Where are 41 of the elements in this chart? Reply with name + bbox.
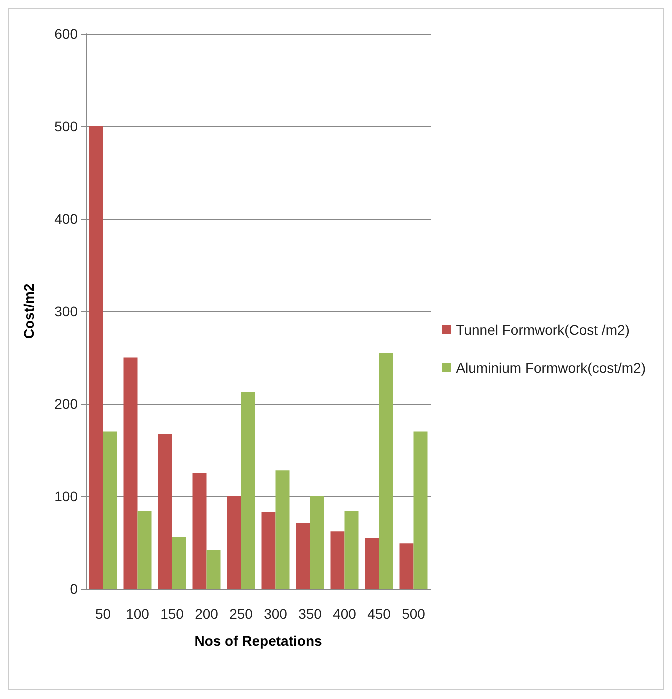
legend-label: Tunnel Formwork(Cost /m2)	[456, 322, 630, 338]
y-tick-label: 600	[54, 26, 78, 42]
y-axis-title: Cost/m2	[21, 284, 37, 340]
bar	[296, 523, 310, 589]
bar	[227, 496, 242, 589]
x-tick-label: 250	[230, 606, 254, 622]
x-tick-label: 50	[95, 606, 112, 622]
bar	[262, 512, 276, 589]
bar	[172, 537, 186, 589]
bar	[400, 544, 414, 589]
x-tick-label: 450	[368, 606, 392, 622]
bar	[206, 550, 221, 589]
bar	[414, 432, 428, 589]
y-tick-label: 300	[54, 304, 78, 320]
y-tick-label: 100	[54, 488, 78, 504]
bar	[138, 511, 152, 589]
x-tick-label: 100	[126, 606, 150, 622]
bar	[241, 392, 256, 589]
x-axis-title: Nos of Repetations	[194, 633, 322, 649]
y-tick-label: 500	[54, 118, 78, 134]
legend-label: Aluminium Formwork(cost/m2)	[456, 360, 646, 376]
bar	[330, 532, 345, 589]
bar	[365, 538, 380, 589]
bar	[124, 358, 138, 589]
bar	[379, 353, 394, 589]
bar	[103, 432, 118, 589]
y-tick-label: 200	[54, 396, 78, 412]
x-tick-label: 400	[333, 606, 357, 622]
x-tick-label: 500	[402, 606, 426, 622]
bar	[158, 434, 172, 589]
bar	[310, 496, 324, 589]
y-tick-label: 0	[70, 581, 78, 597]
x-tick-label: 300	[264, 606, 288, 622]
bar	[192, 473, 207, 589]
y-tick-label: 400	[54, 211, 78, 227]
x-tick-label: 200	[195, 606, 219, 622]
x-tick-label: 350	[298, 606, 322, 622]
bar	[276, 470, 290, 589]
bar	[344, 511, 359, 589]
bar	[89, 126, 104, 589]
x-tick-label: 150	[160, 606, 184, 622]
